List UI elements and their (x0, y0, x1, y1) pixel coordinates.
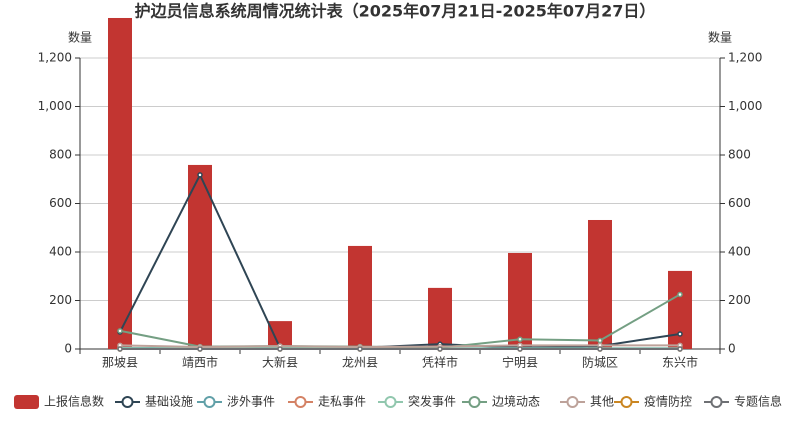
y2-tick-label: 600 (728, 196, 751, 210)
x-tick-label: 凭祥市 (422, 355, 458, 370)
x-tick-label: 东兴市 (662, 355, 698, 370)
legend-label: 上报信息数 (44, 394, 104, 409)
legend-label: 边境动态 (492, 394, 540, 409)
legend-item[interactable]: 其他 (560, 395, 614, 409)
y-tick-label: 200 (49, 293, 72, 307)
line-point (597, 346, 603, 352)
x-tick-label: 那坡县 (102, 356, 138, 370)
line-point (197, 346, 203, 352)
bar (668, 270, 692, 349)
legend-item[interactable]: 边境动态 (462, 394, 540, 409)
legend-item[interactable]: 涉外事件 (197, 395, 275, 409)
x-tick-label: 靖西市 (182, 355, 218, 370)
legend-item[interactable]: 上报信息数 (14, 394, 104, 410)
legend-item[interactable]: 突发事件 (378, 394, 456, 409)
y-tick-label: 0 (64, 342, 72, 356)
bar (348, 245, 372, 349)
y2-tick-label: 200 (728, 293, 751, 307)
y-tick-label: 400 (49, 245, 72, 259)
legend-swatch (384, 396, 397, 408)
y2-axis-label: 数量 (708, 30, 732, 45)
legend-item[interactable]: 专题信息 (704, 394, 782, 409)
y2-tick-label: 1,000 (728, 99, 762, 113)
line-point (517, 346, 523, 352)
legend-label: 疫情防控 (644, 394, 692, 409)
y2-tick-label: 0 (728, 342, 736, 356)
line-point (277, 346, 283, 352)
line-point (677, 331, 683, 337)
line-point (117, 346, 123, 352)
legend-label: 突发事件 (408, 394, 456, 409)
line-point (597, 337, 603, 344)
line-point (517, 336, 523, 343)
x-tick-label: 防城区 (582, 355, 618, 370)
y2-tick-label: 800 (728, 148, 751, 162)
y-tick-label: 1,200 (38, 51, 72, 65)
legend-label: 专题信息 (734, 394, 782, 409)
legend-item[interactable]: 走私事件 (288, 395, 366, 409)
legend-label: 基础设施 (145, 395, 193, 409)
bar (188, 164, 212, 349)
y-tick-label: 1,000 (38, 99, 72, 113)
legend-swatch (620, 396, 633, 408)
chart-title: 护边员信息系统周情况统计表（2025年07月21日-2025年07月27日） (135, 2, 656, 21)
line-point (677, 346, 683, 352)
y-tick-label: 800 (49, 148, 72, 162)
y2-tick-label: 400 (728, 245, 751, 259)
x-tick-label: 宁明县 (502, 355, 538, 370)
bar (108, 17, 132, 350)
x-tick-label: 大新县 (262, 355, 298, 370)
legend-swatch (710, 396, 723, 408)
y-tick-label: 600 (49, 196, 72, 210)
legend-label: 其他 (590, 395, 614, 409)
legend-swatch (14, 395, 39, 409)
x-tick-label: 龙州县 (342, 356, 378, 370)
line-point (117, 328, 123, 334)
legend-item[interactable]: 基础设施 (115, 395, 193, 409)
y2-tick-label: 1,200 (728, 51, 762, 65)
line-point (197, 172, 203, 178)
y-axis-label: 数量 (68, 30, 92, 45)
legend-label: 走私事件 (318, 395, 366, 409)
line (119, 344, 680, 349)
legend-swatch (294, 396, 307, 408)
plot-area: 0 200 400 600 800 1,000 1,200 0 200 400 600 800 1,00… (38, 17, 762, 370)
line-point (357, 346, 363, 352)
bar (508, 252, 532, 349)
legend-swatch (121, 396, 134, 408)
legend-label: 涉外事件 (227, 395, 275, 409)
line-point (437, 346, 443, 352)
legend-swatch (203, 396, 216, 408)
legend-swatch (566, 396, 579, 408)
legend-swatch (468, 396, 481, 408)
line-point (677, 291, 683, 298)
bar (428, 287, 452, 349)
legend-item[interactable]: 疫情防控 (614, 394, 692, 409)
bar (588, 219, 612, 349)
